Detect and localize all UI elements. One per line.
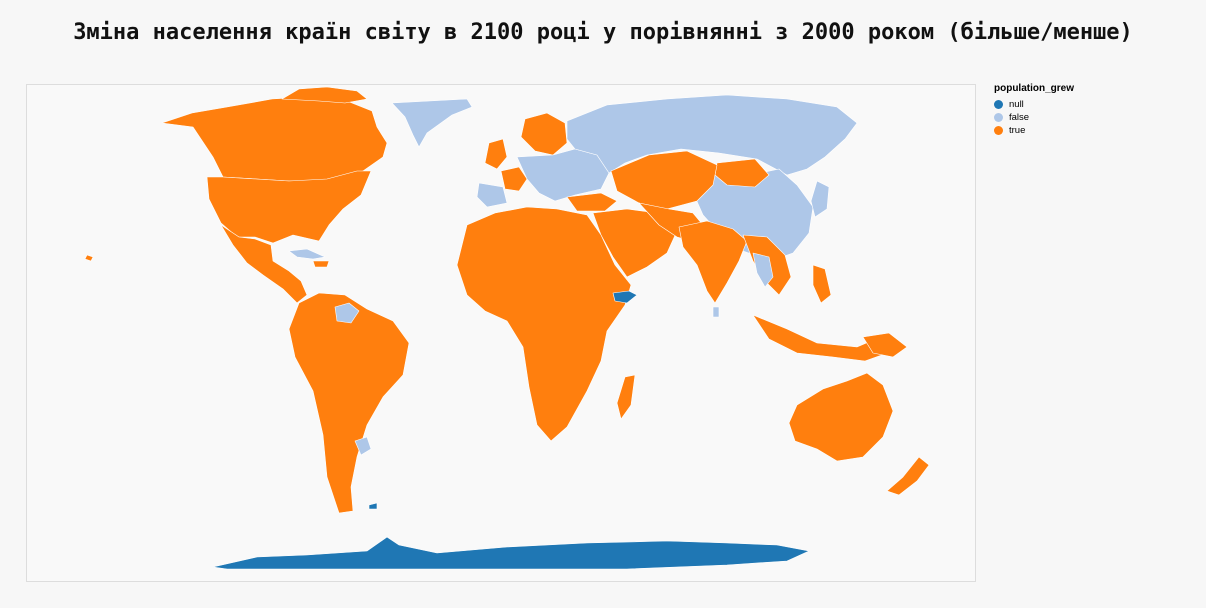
legend-swatch-false xyxy=(994,113,1003,122)
legend-swatch-null xyxy=(994,100,1003,109)
legend-swatch-true xyxy=(994,126,1003,135)
region-hispaniola xyxy=(312,260,330,268)
region-hawaii xyxy=(84,254,94,262)
region-scandinavia xyxy=(520,112,568,156)
region-philippines xyxy=(812,264,832,304)
map-frame xyxy=(26,84,976,582)
region-russia xyxy=(566,94,858,176)
region-iberia xyxy=(476,182,508,208)
region-new-zealand xyxy=(886,456,930,496)
world-map xyxy=(84,86,930,570)
region-uruguay xyxy=(354,436,372,456)
legend-item-true: true xyxy=(994,124,1074,137)
legend-title: population_grew xyxy=(994,83,1074,94)
legend-label: false xyxy=(1009,112,1030,123)
chart-title: Зміна населення країн світу в 2100 році … xyxy=(73,20,1133,45)
region-australia xyxy=(788,372,894,462)
legend: population_grew null false true xyxy=(994,83,1074,137)
region-sri-lanka xyxy=(712,306,720,318)
region-arctic-islands xyxy=(281,86,368,104)
legend-label: true xyxy=(1009,125,1026,136)
region-cuba xyxy=(288,248,326,260)
region-falklands xyxy=(368,502,378,510)
region-guyana-suriname xyxy=(334,302,360,324)
region-madagascar xyxy=(616,374,636,420)
legend-label: null xyxy=(1009,99,1024,110)
region-middle-east xyxy=(592,208,678,278)
region-turkey xyxy=(566,192,618,212)
region-japan xyxy=(810,180,830,218)
region-france xyxy=(500,166,528,192)
region-south-america xyxy=(288,292,410,514)
region-mexico-central-america xyxy=(220,224,308,304)
region-greenland xyxy=(391,98,473,148)
region-papua xyxy=(862,332,908,358)
region-antarctica xyxy=(212,536,810,570)
region-africa xyxy=(456,206,632,442)
region-india xyxy=(678,220,748,304)
region-central-eastern-europe xyxy=(516,148,610,202)
region-uk-ireland xyxy=(484,138,508,170)
region-somaliland xyxy=(612,290,638,304)
region-canada-alaska xyxy=(161,96,388,182)
legend-item-false: false xyxy=(994,111,1074,124)
legend-item-null: null xyxy=(994,98,1074,111)
region-thailand xyxy=(752,252,774,288)
region-central-asia xyxy=(610,150,718,210)
